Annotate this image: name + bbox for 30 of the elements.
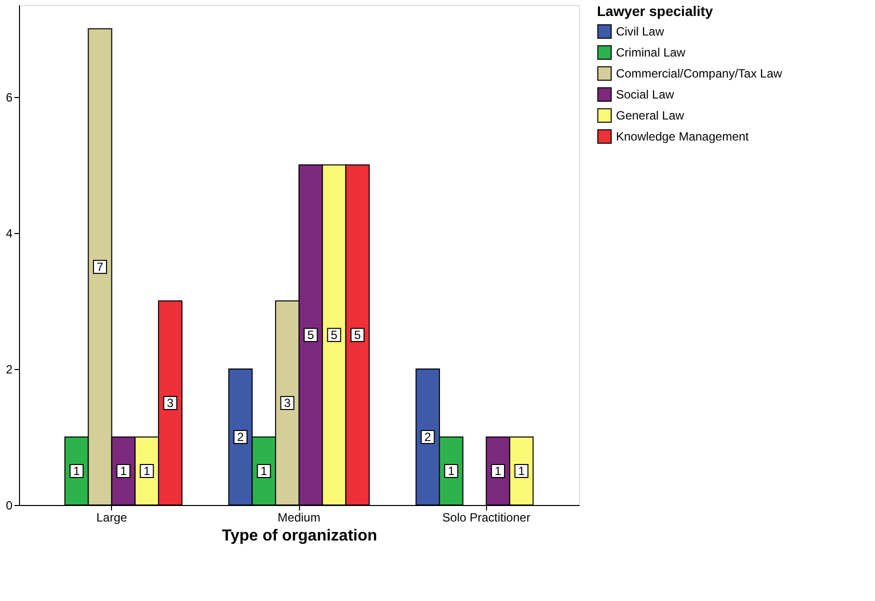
data-label: 1 [494, 464, 502, 478]
data-label: 5 [354, 328, 362, 342]
legend-label: Criminal Law [616, 46, 686, 60]
data-label: 5 [307, 328, 314, 342]
y-tick-label: 4 [6, 226, 13, 240]
data-label: 3 [284, 396, 291, 410]
data-label: 1 [120, 464, 128, 478]
x-tick-label: Large [96, 510, 128, 524]
x-tick-label: Solo Practitioner [442, 510, 530, 524]
legend-label: Social Law [616, 88, 674, 102]
data-label: 1 [448, 464, 455, 478]
data-label: 7 [96, 260, 104, 274]
data-label: 1 [73, 464, 80, 478]
legend-title: Lawyer speciality [597, 3, 714, 19]
data-label: 1 [518, 464, 526, 478]
data-label: 2 [237, 430, 244, 444]
legend-label: Commercial/Company/Tax Law [616, 66, 782, 80]
y-tick-label: 2 [6, 362, 13, 376]
data-label: 2 [424, 430, 432, 444]
y-tick-label: 0 [6, 498, 13, 512]
data-label: 1 [260, 464, 268, 478]
legend-label: Knowledge Management [616, 130, 750, 144]
data-label: 5 [330, 328, 338, 342]
data-label: 3 [166, 396, 174, 410]
data-label: 1 [143, 464, 150, 478]
x-tick-label: Medium [278, 510, 320, 524]
legend-label: Civil Law [616, 24, 664, 38]
legend-label: General Law [616, 108, 684, 122]
x-axis-title: Type of organization [222, 528, 378, 544]
y-tick-label: 6 [6, 90, 13, 104]
